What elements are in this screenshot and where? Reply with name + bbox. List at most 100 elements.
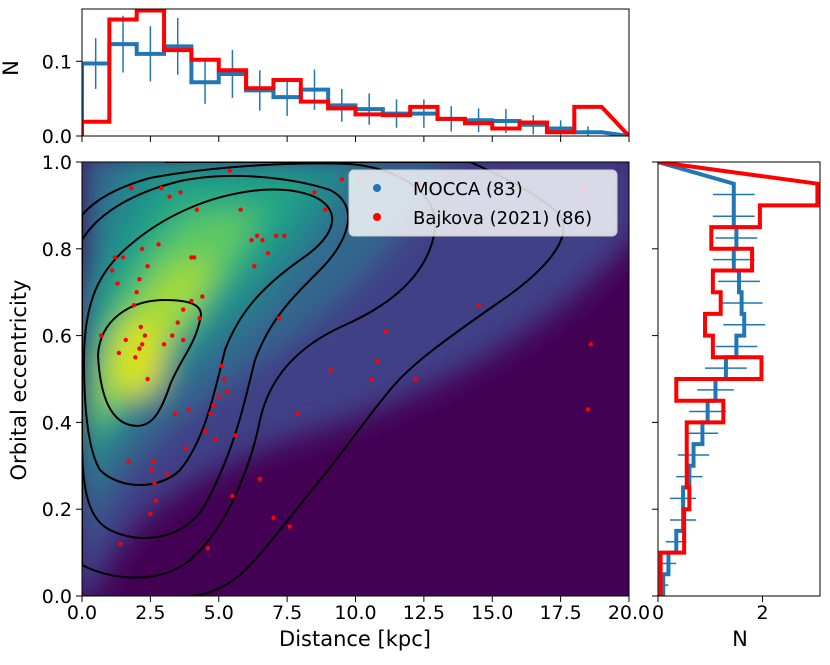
scatter-point	[116, 350, 122, 356]
top-y-tick-label: 0.1	[42, 51, 72, 73]
top-x-axis	[81, 136, 630, 142]
x-tick-label: 7.5	[272, 602, 302, 624]
scatter-point	[131, 303, 137, 308]
scatter-point	[295, 411, 301, 416]
scatter-point	[98, 333, 104, 338]
x-tick-label: 10.0	[334, 602, 376, 624]
x-tick-label: 12.5	[403, 602, 445, 624]
main-y-label: Orbital eccentricity	[7, 280, 31, 481]
scatter-point	[152, 480, 157, 486]
y-tick-label: 0.2	[42, 499, 72, 521]
scatter-point	[585, 407, 591, 412]
legend-label-bajkova: Bajkova (2021) (86)	[413, 208, 592, 229]
scatter-point	[138, 324, 144, 330]
main-panel: 0.0 2.5 5.0 7.5 10.0 12.5 15.0 17.5 20.0 0.00.20…	[7, 152, 650, 651]
scatter-point	[216, 394, 221, 399]
scatter-points	[98, 168, 593, 551]
scatter-point	[369, 376, 375, 382]
scatter-point	[139, 246, 145, 251]
scatter-point	[200, 294, 205, 299]
scatter-point	[328, 368, 334, 373]
scatter-point	[137, 346, 142, 351]
scatter-point	[159, 185, 164, 191]
right-x-tick-label: 2	[756, 602, 768, 624]
y-tick-label: 0.4	[42, 412, 72, 434]
legend-marker-mocca	[373, 184, 381, 192]
scatter-point	[339, 177, 345, 182]
scatter-point	[180, 307, 186, 312]
scatter-point	[287, 524, 293, 529]
scatter-point	[312, 190, 317, 195]
scatter-point	[282, 233, 287, 238]
top-y-tick-label: 0.0	[42, 126, 72, 148]
scatter-point	[118, 541, 123, 547]
scatter-point	[170, 333, 175, 338]
scatter-point	[476, 303, 481, 308]
scatter-point	[238, 207, 243, 212]
right-y-axis	[652, 161, 658, 597]
scatter-point	[254, 233, 260, 238]
scatter-point	[142, 333, 148, 338]
scatter-point	[129, 185, 134, 191]
scatter-point	[197, 316, 202, 321]
scatter-point	[273, 233, 279, 238]
top-y-axis: 0.0 0.1	[42, 51, 82, 148]
scatter-point	[265, 250, 271, 256]
scatter-point	[178, 190, 183, 195]
scatter-point	[191, 255, 197, 260]
scatter-point	[205, 546, 211, 551]
main-x-label: Distance [kpc]	[279, 627, 431, 651]
scatter-point	[109, 268, 115, 273]
right-histogram-series	[658, 162, 820, 596]
scatter-point	[137, 276, 142, 282]
scatter-point	[232, 433, 238, 438]
x-tick-label: 0.0	[67, 602, 97, 624]
top-histogram-panel: 0.0 0.1 N	[0, 8, 630, 148]
x-tick-label: 5.0	[204, 602, 234, 624]
top-y-label: N	[0, 60, 23, 76]
scatter-point	[112, 255, 118, 260]
scatter-point	[175, 320, 180, 325]
y-tick-label: 0.8	[42, 239, 72, 261]
legend-label-mocca: MOCCA (83)	[413, 179, 523, 200]
scatter-point	[230, 493, 235, 499]
scatter-point	[588, 342, 593, 347]
scatter-point	[183, 446, 189, 451]
scatter-point	[227, 168, 232, 173]
scatter-point	[213, 437, 219, 442]
scatter-point	[126, 459, 131, 464]
scatter-point	[123, 337, 128, 343]
scatter-point	[164, 472, 169, 477]
scatter-point	[323, 207, 328, 212]
scatter-point	[202, 428, 208, 434]
scatter-point	[271, 515, 276, 521]
scatter-point	[161, 342, 167, 347]
x-tick-label: 15.0	[471, 602, 513, 624]
y-tick-label: 1.0	[42, 152, 72, 174]
scatter-point	[133, 355, 138, 360]
legend-box	[348, 169, 618, 237]
main-y-axis: 0.0 0.2 0.4 0.6 0.8 1.0	[42, 152, 82, 608]
scatter-point	[180, 337, 186, 343]
scatter-point	[383, 329, 388, 334]
scatter-point	[252, 263, 257, 269]
scatter-point	[189, 298, 194, 304]
scatter-point	[149, 467, 154, 473]
scatter-point	[150, 459, 156, 464]
right-x-tick-label: 0	[652, 602, 664, 624]
scatter-point	[208, 411, 213, 416]
scatter-point	[224, 389, 230, 395]
scatter-point	[134, 290, 139, 295]
scatter-point	[115, 281, 120, 286]
x-tick-label: 2.5	[135, 602, 165, 624]
right-histogram-step	[658, 162, 820, 596]
scatter-point	[276, 316, 282, 321]
scatter-point	[145, 376, 150, 382]
x-tick-label: 20.0	[608, 602, 650, 624]
scatter-point	[194, 207, 200, 212]
scatter-point	[145, 263, 150, 269]
top-histogram-series	[82, 9, 629, 136]
scatter-point	[167, 194, 172, 199]
